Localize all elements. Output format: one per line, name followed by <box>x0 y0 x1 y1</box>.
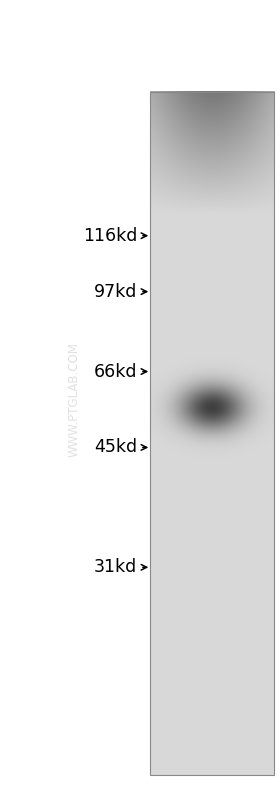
Bar <box>150 92 274 775</box>
Text: 31kd: 31kd <box>94 559 137 576</box>
Text: 66kd: 66kd <box>94 363 137 380</box>
Text: WWW.PTGLAB.COM: WWW.PTGLAB.COM <box>68 342 81 457</box>
Text: 45kd: 45kd <box>94 439 137 456</box>
Text: 116kd: 116kd <box>83 227 137 244</box>
Text: 97kd: 97kd <box>94 283 137 300</box>
